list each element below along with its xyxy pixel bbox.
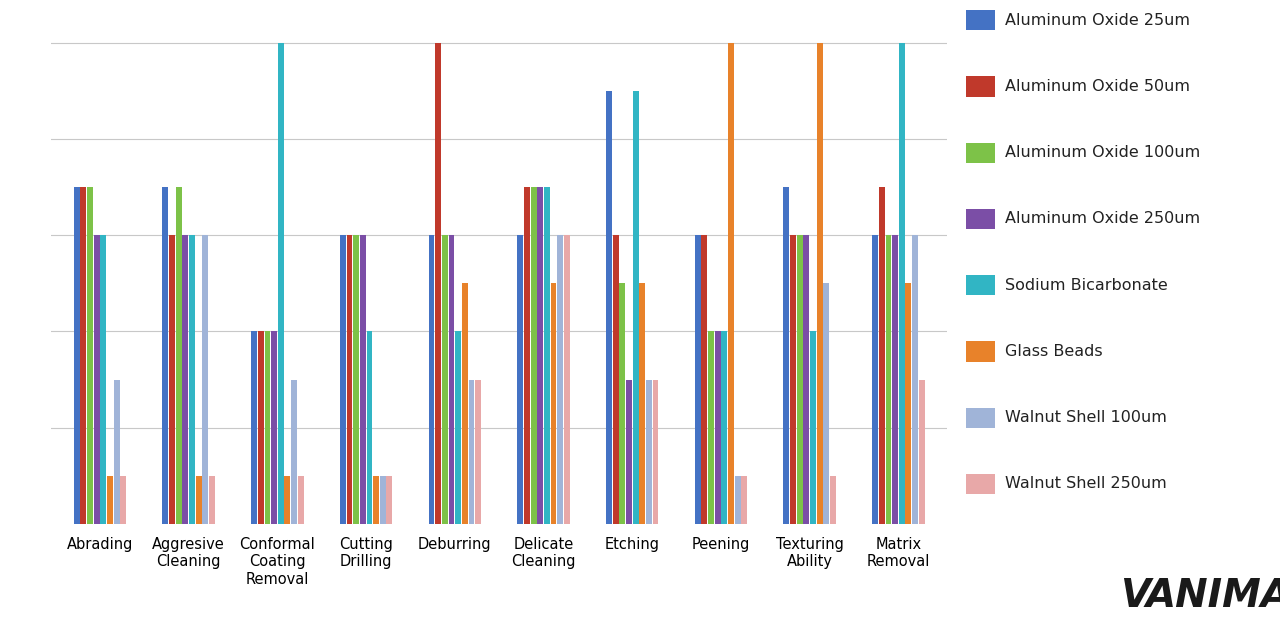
Bar <box>905 283 911 524</box>
Bar <box>517 235 524 524</box>
Bar <box>74 187 79 524</box>
Bar <box>462 283 467 524</box>
Bar <box>196 476 202 524</box>
Bar <box>544 187 550 524</box>
Bar <box>605 91 612 524</box>
Bar <box>550 283 557 524</box>
Bar <box>632 91 639 524</box>
Text: Walnut Shell 250um: Walnut Shell 250um <box>1005 476 1166 492</box>
Bar <box>435 43 442 524</box>
Bar <box>829 476 836 524</box>
Bar <box>114 379 119 524</box>
Bar <box>475 379 481 524</box>
Bar <box>291 379 297 524</box>
Bar <box>626 379 632 524</box>
Bar <box>728 43 733 524</box>
Bar <box>531 187 536 524</box>
Bar <box>202 235 209 524</box>
Bar <box>120 476 127 524</box>
Bar <box>340 235 346 524</box>
Bar <box>783 187 790 524</box>
Text: Aluminum Oxide 25um: Aluminum Oxide 25um <box>1005 13 1190 28</box>
Text: Walnut Shell 100um: Walnut Shell 100um <box>1005 410 1166 425</box>
Bar <box>796 235 803 524</box>
Text: Sodium Bicarbonate: Sodium Bicarbonate <box>1005 278 1167 293</box>
Bar <box>646 379 652 524</box>
Bar <box>722 331 727 524</box>
Bar <box>892 235 899 524</box>
Bar <box>251 331 257 524</box>
Bar <box>899 43 905 524</box>
Bar <box>189 235 195 524</box>
Bar <box>448 235 454 524</box>
Bar <box>298 476 303 524</box>
Bar <box>735 476 741 524</box>
Bar <box>387 476 393 524</box>
Bar <box>265 331 270 524</box>
Bar <box>714 331 721 524</box>
Bar <box>695 235 700 524</box>
Bar <box>360 235 366 524</box>
Bar <box>708 331 714 524</box>
Bar <box>93 235 100 524</box>
Bar <box>278 43 284 524</box>
Bar <box>169 235 175 524</box>
Text: Aluminum Oxide 50um: Aluminum Oxide 50um <box>1005 79 1190 94</box>
Bar <box>538 187 543 524</box>
Bar <box>557 235 563 524</box>
Bar <box>347 235 352 524</box>
Bar <box>886 235 891 524</box>
Bar <box>810 331 815 524</box>
Text: Glass Beads: Glass Beads <box>1005 344 1102 359</box>
Bar <box>613 235 618 524</box>
Text: Aluminum Oxide 250um: Aluminum Oxide 250um <box>1005 211 1199 227</box>
Bar <box>620 283 625 524</box>
Bar <box>919 379 924 524</box>
Bar <box>442 235 448 524</box>
Bar <box>468 379 475 524</box>
Text: ANIMAN: ANIMAN <box>1146 577 1280 615</box>
Bar <box>741 476 748 524</box>
Bar <box>163 187 169 524</box>
Bar <box>701 235 708 524</box>
Bar <box>429 235 434 524</box>
Bar <box>823 283 829 524</box>
Bar <box>456 331 461 524</box>
Bar <box>653 379 658 524</box>
Bar <box>183 235 188 524</box>
Text: Aluminum Oxide 100um: Aluminum Oxide 100um <box>1005 145 1201 160</box>
Bar <box>639 283 645 524</box>
Bar <box>790 235 796 524</box>
Bar <box>100 235 106 524</box>
Bar <box>366 331 372 524</box>
Bar <box>353 235 360 524</box>
Text: V: V <box>1120 577 1151 615</box>
Bar <box>374 476 379 524</box>
Bar <box>380 476 385 524</box>
Bar <box>879 187 884 524</box>
Bar <box>524 187 530 524</box>
Bar <box>872 235 878 524</box>
Bar <box>108 476 113 524</box>
Bar <box>87 187 93 524</box>
Bar <box>175 187 182 524</box>
Bar <box>817 43 823 524</box>
Bar <box>284 476 291 524</box>
Bar <box>81 187 86 524</box>
Bar <box>913 235 918 524</box>
Bar <box>564 235 570 524</box>
Bar <box>257 331 264 524</box>
Bar <box>209 476 215 524</box>
Bar <box>271 331 276 524</box>
Bar <box>804 235 809 524</box>
